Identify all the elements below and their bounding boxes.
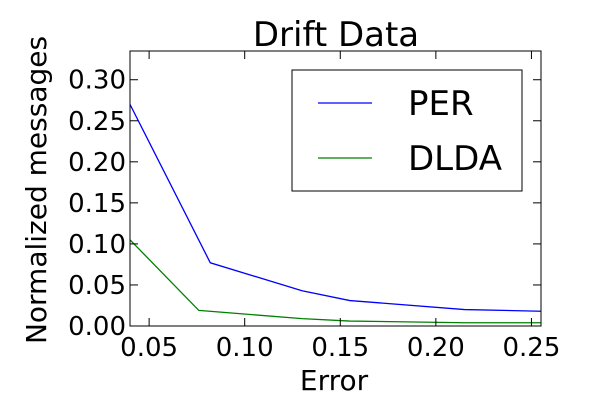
x-axis-label: Error bbox=[300, 364, 369, 397]
y-tick-label: 0.15 bbox=[68, 189, 126, 219]
y-tick-label: 0.05 bbox=[68, 271, 126, 301]
x-tick-label: 0.25 bbox=[502, 333, 560, 363]
chart-title: Drift Data bbox=[253, 15, 419, 55]
legend: PER DLDA bbox=[291, 69, 523, 192]
series-line-dlda bbox=[129, 239, 541, 324]
x-tick-label: 0.10 bbox=[216, 333, 274, 363]
y-tick-label: 0.00 bbox=[68, 312, 126, 342]
y-tick-label: 0.30 bbox=[68, 66, 126, 96]
y-tick-label: 0.20 bbox=[68, 148, 126, 178]
x-tick-label: 0.15 bbox=[311, 333, 369, 363]
series-line-per bbox=[129, 104, 542, 312]
y-tick-label: 0.10 bbox=[68, 230, 126, 260]
legend-box bbox=[291, 69, 523, 192]
plot-area: 0.05 0.10 0.15 0.20 0.250.000.050.100.150.20… bbox=[68, 50, 560, 363]
plot-frame bbox=[129, 50, 542, 327]
x-tick-label: 0.20 bbox=[407, 333, 465, 363]
x-tick-label: 0.05 bbox=[120, 333, 178, 363]
y-tick-label: 0.25 bbox=[68, 107, 126, 137]
legend-label-per: PER bbox=[408, 84, 474, 124]
legend-label-dlda: DLDA bbox=[408, 139, 502, 179]
y-axis-label: Normalized messages bbox=[20, 36, 53, 344]
